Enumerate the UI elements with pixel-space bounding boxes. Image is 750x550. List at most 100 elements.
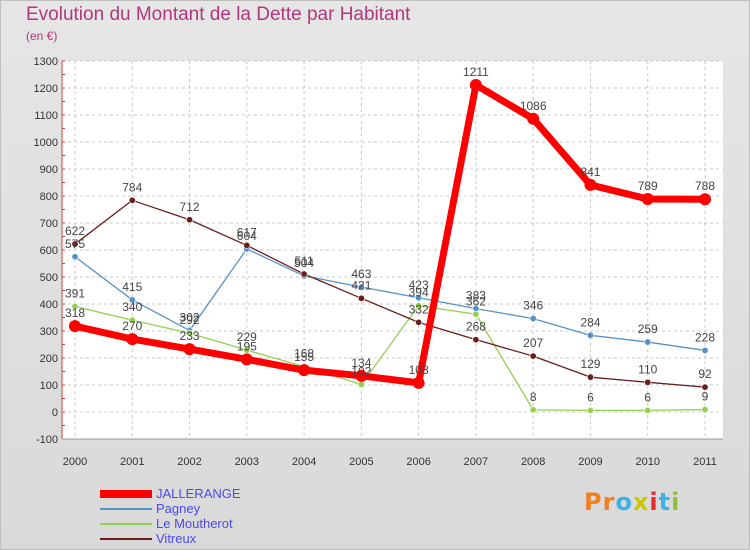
- legend-item: JALLERANGE: [100, 486, 241, 501]
- data-point: [586, 406, 594, 414]
- legend-label: JALLERANGE: [156, 486, 241, 501]
- axes: -100 0 100 200 300 400 500 600 700 800 900 1000 1100…: [34, 56, 723, 468]
- y-tick-label: 300: [40, 326, 58, 338]
- data-point: [71, 253, 79, 261]
- data-label: 1086: [520, 99, 547, 113]
- y-tick-label: 0: [52, 407, 58, 419]
- grid: [62, 60, 723, 440]
- legend-swatch: [100, 537, 152, 540]
- data-label: 155: [294, 350, 314, 364]
- data-point: [186, 329, 194, 337]
- data-label: 292: [180, 313, 200, 327]
- data-label: 604: [237, 229, 257, 243]
- data-label: 6: [587, 390, 594, 404]
- y-tick-label: -100: [36, 434, 58, 446]
- chart-subtitle: (en €): [26, 29, 58, 43]
- data-label: 284: [580, 315, 600, 329]
- data-label: 617: [237, 225, 257, 239]
- data-label: 318: [65, 306, 85, 320]
- logo-letter: x: [632, 488, 650, 516]
- data-label: 784: [122, 180, 142, 194]
- legend-swatch: [100, 522, 152, 525]
- series-line-jallerange: [74, 81, 706, 387]
- data-point: [701, 383, 709, 391]
- data-label: 841: [580, 165, 600, 179]
- data-label: 233: [180, 329, 200, 343]
- data-point: [300, 270, 308, 278]
- legend: JALLERANGE Pagney Le Moutherot Vitreux: [100, 486, 241, 546]
- x-tick-label: 2011: [693, 456, 717, 468]
- data-point: [71, 240, 79, 248]
- data-label: 9: [702, 390, 709, 404]
- data-point: [298, 364, 311, 377]
- data-point: [644, 406, 652, 414]
- legend-swatch: [100, 489, 152, 498]
- data-point: [701, 346, 709, 354]
- data-label: 259: [638, 322, 658, 336]
- data-point: [357, 294, 365, 302]
- data-point: [240, 353, 253, 366]
- series-lines: [69, 79, 711, 414]
- data-label: 134: [351, 356, 371, 370]
- series-line-le-moutherot: [74, 304, 706, 412]
- data-point: [415, 294, 423, 302]
- data-point: [243, 241, 251, 249]
- data-point: [644, 338, 652, 346]
- data-label: 8: [530, 390, 537, 404]
- legend-item: Le Moutherot: [100, 516, 241, 531]
- data-label: 575: [65, 237, 85, 251]
- data-point: [586, 373, 594, 381]
- legend-swatch: [100, 507, 152, 510]
- data-label: 1211: [463, 65, 489, 79]
- data-label: 6: [644, 390, 651, 404]
- y-tick-label: 100: [40, 380, 58, 392]
- data-point: [128, 296, 136, 304]
- data-label: 394: [409, 286, 429, 300]
- x-tick-label: 2000: [63, 456, 87, 468]
- proxiti-logo: Proxiti: [584, 488, 680, 516]
- y-tick-label: 400: [40, 299, 58, 311]
- data-label: 463: [351, 267, 371, 281]
- y-tick-label: 800: [40, 191, 58, 203]
- data-point: [415, 318, 423, 326]
- data-label: 415: [122, 280, 142, 294]
- data-label: 270: [122, 319, 142, 333]
- y-tick-label: 900: [40, 164, 58, 176]
- data-point: [355, 369, 368, 382]
- y-tick-label: 1200: [34, 83, 58, 95]
- data-point: [644, 378, 652, 386]
- data-point: [126, 333, 139, 346]
- data-point: [529, 406, 537, 414]
- data-label: 195: [237, 339, 257, 353]
- data-label: 302: [180, 310, 200, 324]
- legend-label: Pagney: [156, 501, 201, 516]
- y-tick-label: 1000: [34, 137, 58, 149]
- y-tick-label: 500: [40, 272, 58, 284]
- data-label: 789: [638, 179, 658, 193]
- x-tick-label: 2006: [406, 456, 430, 468]
- logo-letter: t: [658, 488, 672, 516]
- y-tick-label: 1100: [34, 110, 58, 122]
- data-label: 622: [65, 224, 85, 238]
- data-label: 421: [351, 278, 371, 292]
- data-point: [584, 178, 597, 191]
- data-label: 207: [523, 336, 543, 350]
- x-tick-label: 2001: [120, 456, 144, 468]
- data-label: 712: [180, 200, 200, 214]
- x-tick-label: 2004: [292, 456, 316, 468]
- legend-item: Pagney: [100, 501, 241, 516]
- y-tick-label: 1300: [34, 56, 58, 68]
- data-label: 511: [295, 254, 314, 268]
- data-label: 268: [466, 320, 486, 334]
- x-tick-label: 2008: [521, 456, 545, 468]
- data-point: [701, 406, 709, 414]
- data-label: 102: [351, 364, 371, 378]
- data-point: [357, 380, 365, 388]
- data-label: 340: [122, 300, 142, 314]
- y-tick-label: 700: [40, 218, 58, 230]
- data-label: 129: [580, 357, 600, 371]
- data-point: [529, 315, 537, 323]
- logo-letter: Pr: [584, 488, 616, 516]
- data-point: [472, 336, 480, 344]
- data-point: [641, 192, 654, 205]
